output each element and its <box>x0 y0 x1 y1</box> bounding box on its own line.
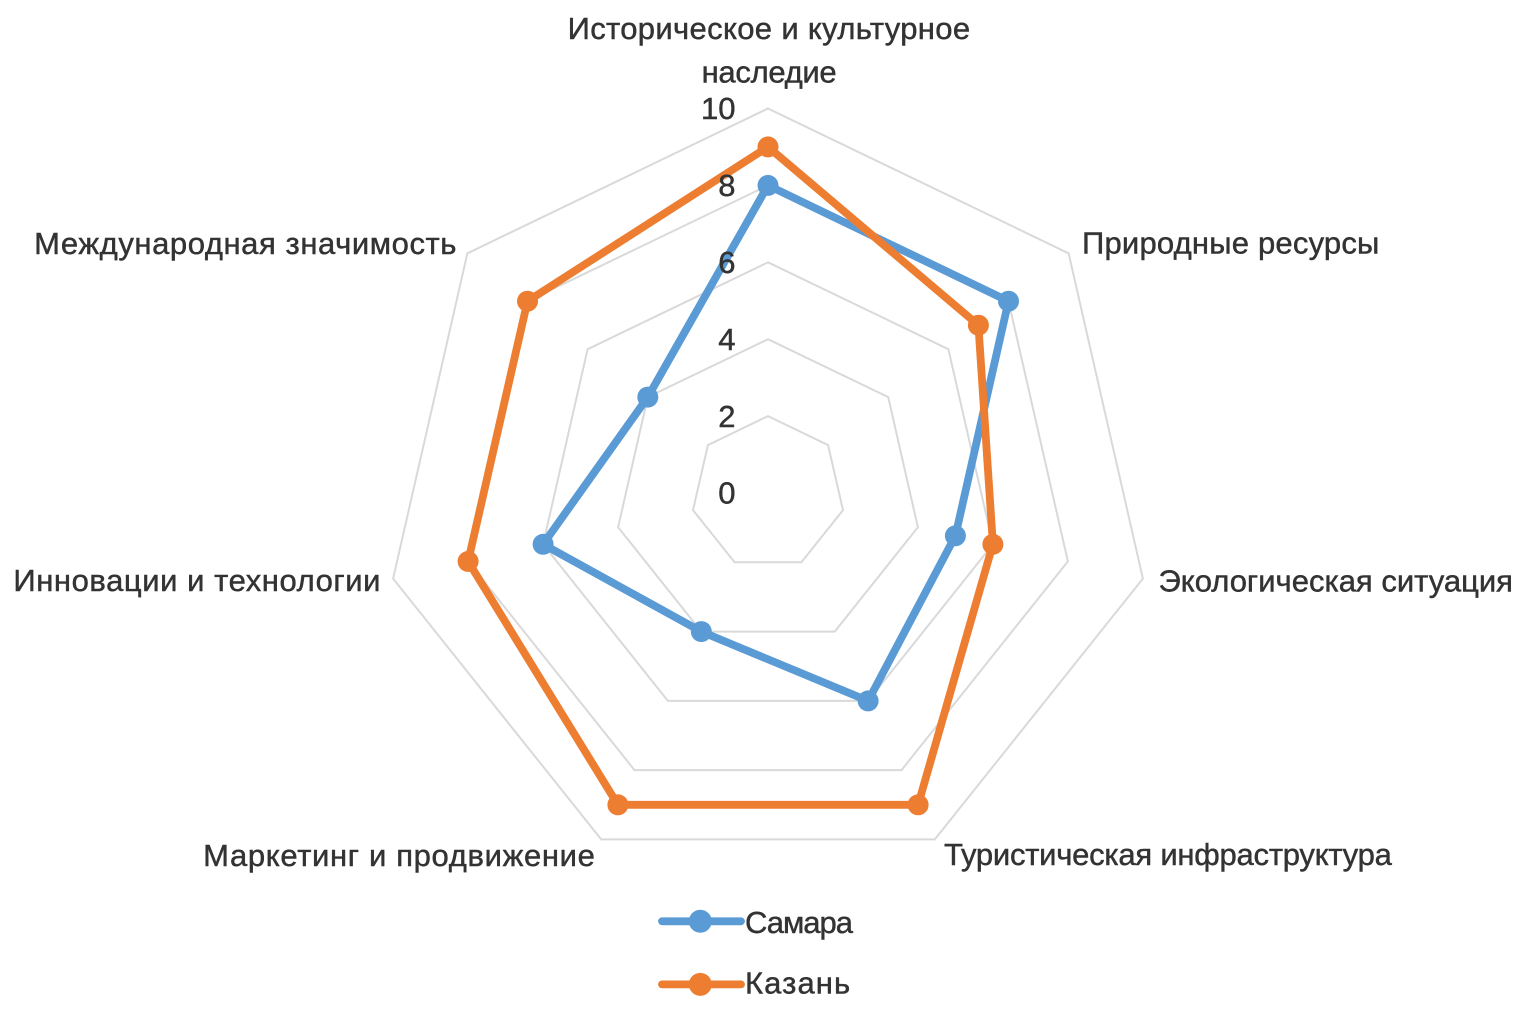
svg-text:Природные ресурсы: Природные ресурсы <box>1082 226 1380 261</box>
svg-text:Казань: Казань <box>745 966 851 1001</box>
svg-text:Международная значимость: Международная значимость <box>34 226 457 261</box>
svg-text:Самара: Самара <box>745 905 854 940</box>
svg-text:Туристическая инфраструктура: Туристическая инфраструктура <box>944 837 1393 872</box>
svg-text:Маркетинг и продвижение: Маркетинг и продвижение <box>203 838 595 873</box>
svg-text:наследие: наследие <box>702 55 837 90</box>
svg-text:10: 10 <box>701 91 735 126</box>
svg-text:8: 8 <box>718 168 735 203</box>
svg-text:Экологическая ситуация: Экологическая ситуация <box>1159 564 1513 599</box>
svg-text:Историческое и культурное: Историческое и культурное <box>568 11 971 46</box>
svg-text:6: 6 <box>718 245 735 280</box>
svg-text:Инновации и технологии: Инновации и технологии <box>13 563 381 598</box>
svg-text:2: 2 <box>718 399 735 434</box>
svg-text:4: 4 <box>718 322 735 357</box>
svg-text:0: 0 <box>718 476 735 511</box>
